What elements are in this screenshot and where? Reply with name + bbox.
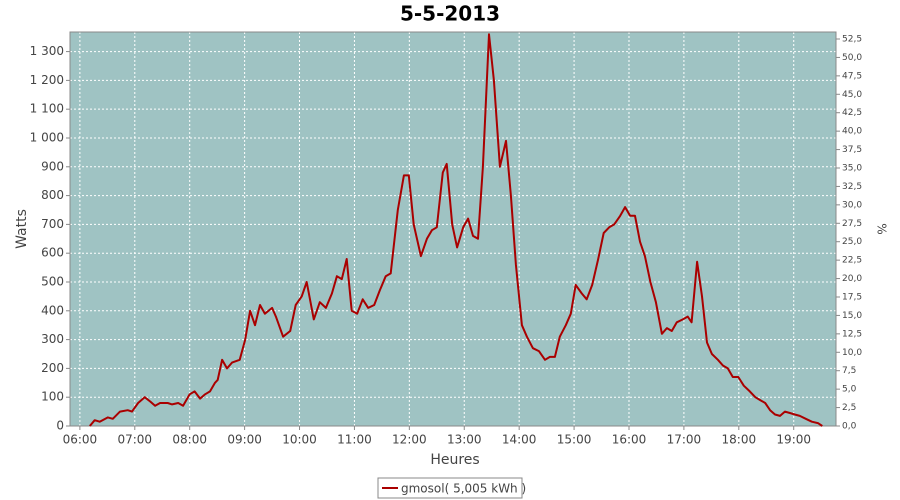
x-tick-label: 07:00 [117,433,152,447]
y-tick-label: 200 [41,361,64,375]
chart-title: 5-5-2013 [400,2,500,26]
y2-tick-label: 0,0 [842,422,857,432]
legend-label: gmosol( 5,005 kWh ) [401,482,526,496]
x-tick-label: 13:00 [447,433,482,447]
y-tick-label: 1 100 [30,102,64,116]
y-tick-label: 1 300 [30,44,64,58]
y2-tick-label: 5,0 [842,385,857,395]
y2-tick-label: 22,5 [842,256,862,266]
y2-tick-label: 30,0 [842,200,862,210]
y2-axis-label: % [875,223,889,234]
x-tick-label: 08:00 [172,433,207,447]
y-tick-label: 800 [41,188,64,202]
y-tick-label: 1 200 [30,73,64,87]
y2-tick-label: 20,0 [842,274,862,284]
y-tick-label: 700 [41,217,64,231]
y2-tick-label: 2,5 [842,403,856,413]
y2-tick-label: 52,5 [842,35,862,45]
x-tick-label: 09:00 [227,433,262,447]
y2-tick-label: 32,5 [842,182,862,192]
x-tick-label: 12:00 [392,433,427,447]
y2-tick-label: 50,0 [842,53,862,63]
y2-tick-label: 40,0 [842,127,862,137]
y2-tick-label: 25,0 [842,237,862,247]
y-tick-label: 500 [41,274,64,288]
x-tick-label: 14:00 [502,433,537,447]
y-tick-label: 300 [41,332,64,346]
plot-border [69,31,837,427]
y-axis-label: Watts [14,209,30,249]
x-tick-label: 15:00 [557,433,592,447]
y2-tick-label: 7,5 [842,366,856,376]
y-tick-label: 0 [56,419,64,433]
x-tick-label: 17:00 [667,433,702,447]
x-axis-label: Heures [430,452,479,468]
x-tick-label: 11:00 [337,433,372,447]
y2-tick-label: 37,5 [842,145,862,155]
y-tick-label: 1 000 [30,130,64,144]
x-tick-label: 10:00 [282,433,317,447]
y2-tick-label: 45,0 [842,90,862,100]
y2-tick-label: 35,0 [842,164,862,174]
y2-tick-label: 15,0 [842,311,862,321]
x-tick-label: 18:00 [722,433,757,447]
y2-tick-label: 27,5 [842,219,862,229]
line-series [89,33,823,427]
legend-box [377,477,523,499]
y-tick-label: 100 [41,390,64,404]
y-tick-label: 900 [41,159,64,173]
x-tick-label: 19:00 [776,433,811,447]
y2-tick-label: 17,5 [842,293,862,303]
y2-tick-label: 12,5 [842,329,862,339]
y2-tick-label: 42,5 [842,108,862,118]
x-tick-label: 16:00 [612,433,647,447]
y2-tick-label: 47,5 [842,71,862,81]
y-tick-label: 400 [41,303,64,317]
y-tick-label: 600 [41,246,64,260]
x-tick-label: 06:00 [63,433,98,447]
y2-tick-label: 10,0 [842,348,862,358]
